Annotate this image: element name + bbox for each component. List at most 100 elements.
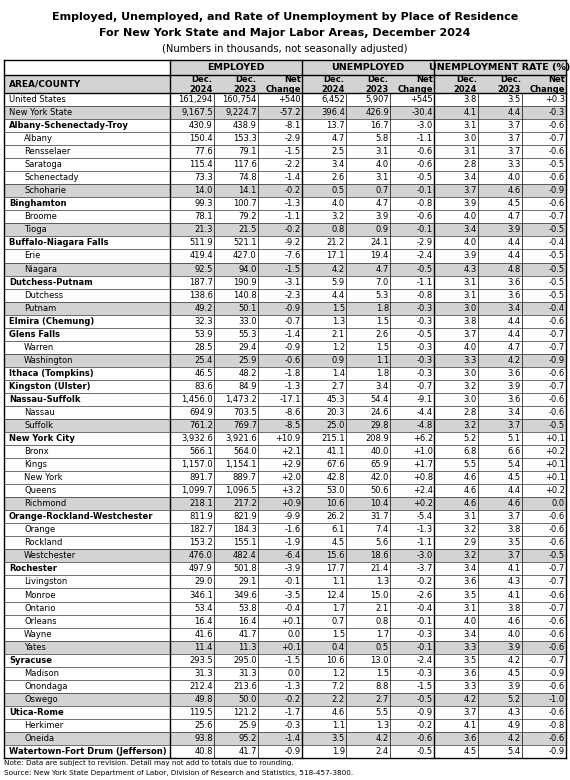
Text: 1,154.1: 1,154.1 xyxy=(225,460,257,469)
Text: 521.1: 521.1 xyxy=(233,239,257,247)
Text: 2.5: 2.5 xyxy=(332,147,345,156)
Text: 501.8: 501.8 xyxy=(233,565,257,573)
Text: 3.6: 3.6 xyxy=(508,369,521,378)
Text: 16.7: 16.7 xyxy=(370,121,389,130)
Text: 21.4: 21.4 xyxy=(370,565,389,573)
Text: Binghamton: Binghamton xyxy=(9,200,67,208)
Text: -0.7: -0.7 xyxy=(549,577,565,587)
Text: 4.5: 4.5 xyxy=(508,200,521,208)
Text: EMPLOYED: EMPLOYED xyxy=(207,63,264,73)
Text: -0.7: -0.7 xyxy=(549,604,565,612)
Text: -0.3: -0.3 xyxy=(417,342,433,352)
Text: 53.0: 53.0 xyxy=(327,486,345,495)
Text: -0.6: -0.6 xyxy=(417,147,433,156)
Text: 99.3: 99.3 xyxy=(194,200,213,208)
Text: 94.0: 94.0 xyxy=(238,264,257,274)
Text: 4.0: 4.0 xyxy=(464,212,477,222)
Text: 891.7: 891.7 xyxy=(189,473,213,482)
Text: 0.9: 0.9 xyxy=(332,356,345,365)
Text: Watertown-Fort Drum (Jefferson): Watertown-Fort Drum (Jefferson) xyxy=(9,747,166,756)
Text: -0.2: -0.2 xyxy=(285,225,301,235)
Text: 2.8: 2.8 xyxy=(464,408,477,417)
Text: Source: New York State Department of Labor, Division of Research and Statistics,: Source: New York State Department of Lab… xyxy=(4,770,353,775)
Text: -0.5: -0.5 xyxy=(549,291,565,300)
Text: 208.9: 208.9 xyxy=(365,434,389,443)
Text: -0.9: -0.9 xyxy=(285,303,301,313)
Text: -0.1: -0.1 xyxy=(417,616,433,626)
Text: Monroe: Monroe xyxy=(24,590,55,600)
Text: -0.5: -0.5 xyxy=(549,264,565,274)
Text: 1.5: 1.5 xyxy=(332,303,345,313)
Text: 4.4: 4.4 xyxy=(508,330,521,339)
Text: 190.9: 190.9 xyxy=(233,278,257,286)
Bar xyxy=(4,263,566,275)
Text: +3.2: +3.2 xyxy=(281,486,301,495)
Text: -0.6: -0.6 xyxy=(549,525,565,534)
Bar xyxy=(4,640,566,654)
Text: -4.8: -4.8 xyxy=(417,421,433,430)
Text: 16.4: 16.4 xyxy=(194,616,213,626)
Text: -3.0: -3.0 xyxy=(417,121,433,130)
Text: 18.6: 18.6 xyxy=(370,551,389,560)
Text: 3.5: 3.5 xyxy=(464,656,477,665)
Text: 889.7: 889.7 xyxy=(233,473,257,482)
Text: -57.2: -57.2 xyxy=(279,108,301,117)
Text: -0.9: -0.9 xyxy=(549,747,565,756)
Text: 3.4: 3.4 xyxy=(508,408,521,417)
Text: 0.4: 0.4 xyxy=(332,643,345,651)
Text: 17.7: 17.7 xyxy=(326,565,345,573)
Text: -0.6: -0.6 xyxy=(284,356,301,365)
Text: 10.4: 10.4 xyxy=(370,499,389,509)
Text: Note: Data are subject to revision. Detail may not add to totals due to rounding: Note: Data are subject to revision. Deta… xyxy=(4,760,294,767)
Text: Employed, Unemployed, and Rate of Unemployment by Place of Residence: Employed, Unemployed, and Rate of Unempl… xyxy=(52,12,518,22)
Text: 4.1: 4.1 xyxy=(464,721,477,730)
Text: Broome: Broome xyxy=(24,212,57,222)
Text: 3.5: 3.5 xyxy=(508,538,521,548)
Text: 48.2: 48.2 xyxy=(238,369,257,378)
Bar xyxy=(4,223,566,236)
Text: 2.6: 2.6 xyxy=(332,173,345,183)
Text: +0.3: +0.3 xyxy=(545,95,565,104)
Text: 1.1: 1.1 xyxy=(376,356,389,365)
Text: -2.9: -2.9 xyxy=(417,239,433,247)
Text: Oneida: Oneida xyxy=(24,734,54,743)
Text: 4.6: 4.6 xyxy=(464,486,477,495)
Text: 3.6: 3.6 xyxy=(463,577,477,587)
Text: 121.2: 121.2 xyxy=(233,708,257,717)
Text: -0.2: -0.2 xyxy=(417,721,433,730)
Text: 4.3: 4.3 xyxy=(508,577,521,587)
Text: 3.2: 3.2 xyxy=(464,551,477,560)
Text: 11.4: 11.4 xyxy=(194,643,213,651)
Text: Orleans: Orleans xyxy=(24,616,56,626)
Text: 6.6: 6.6 xyxy=(508,447,521,456)
Text: 4.7: 4.7 xyxy=(376,264,389,274)
Text: 115.4: 115.4 xyxy=(189,160,213,169)
Text: 4.6: 4.6 xyxy=(464,499,477,509)
Text: -0.6: -0.6 xyxy=(549,200,565,208)
Text: Dec.
2023: Dec. 2023 xyxy=(365,75,389,94)
Text: +0.8: +0.8 xyxy=(413,473,433,482)
Text: Albany-Schenectady-Troy: Albany-Schenectady-Troy xyxy=(9,121,129,130)
Text: -0.6: -0.6 xyxy=(549,512,565,521)
Text: Nassau: Nassau xyxy=(24,408,55,417)
Text: 293.5: 293.5 xyxy=(189,656,213,665)
Text: -0.8: -0.8 xyxy=(549,721,565,730)
Text: 0.5: 0.5 xyxy=(376,643,389,651)
Text: 1.5: 1.5 xyxy=(376,668,389,678)
Text: 0.9: 0.9 xyxy=(376,225,389,235)
Text: 5,907: 5,907 xyxy=(365,95,389,104)
Text: -1.5: -1.5 xyxy=(417,682,433,691)
Text: +6.2: +6.2 xyxy=(413,434,433,443)
Text: -0.3: -0.3 xyxy=(417,629,433,639)
Text: 3.2: 3.2 xyxy=(464,421,477,430)
Text: 8.8: 8.8 xyxy=(376,682,389,691)
Text: 3.9: 3.9 xyxy=(508,643,521,651)
Text: 1.1: 1.1 xyxy=(332,577,345,587)
Text: 3.6: 3.6 xyxy=(463,734,477,743)
Text: Elmira (Chemung): Elmira (Chemung) xyxy=(9,317,94,326)
Text: 10.6: 10.6 xyxy=(327,656,345,665)
Text: 83.6: 83.6 xyxy=(194,382,213,391)
Text: 160,754: 160,754 xyxy=(222,95,257,104)
Text: 4.7: 4.7 xyxy=(508,212,521,222)
Text: -0.6: -0.6 xyxy=(549,317,565,326)
